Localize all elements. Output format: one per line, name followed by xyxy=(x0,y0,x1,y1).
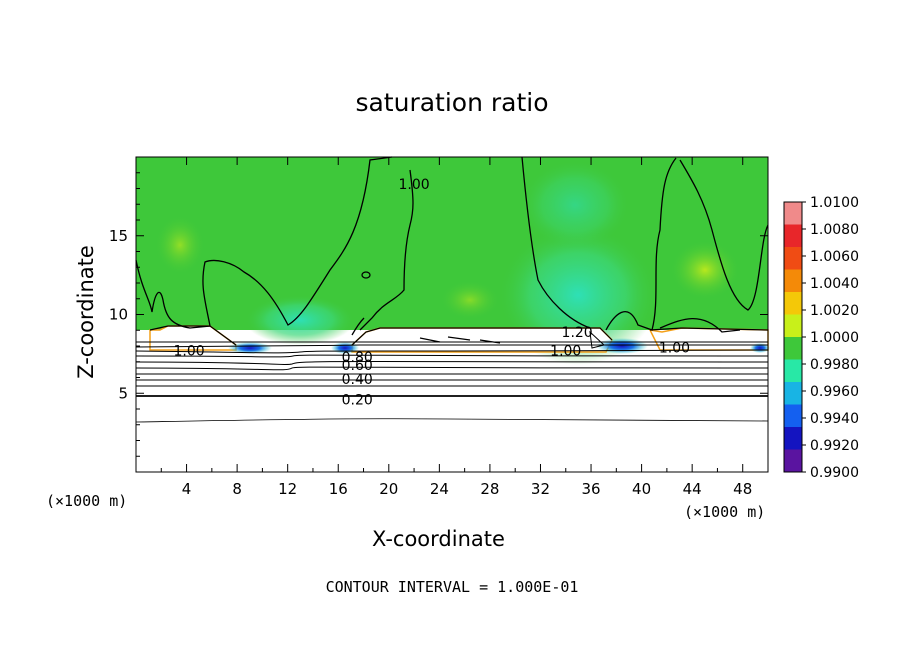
contour-label: 1.00 xyxy=(659,341,690,357)
contour-label: 0.80 xyxy=(342,350,373,366)
colorbar-label: 0.9940 xyxy=(810,411,859,427)
contour-label: 1.00 xyxy=(174,344,205,360)
colorbar-swatch xyxy=(784,247,802,270)
colorbar-swatch xyxy=(784,427,802,450)
x-unit-label-right: (×1000 m) xyxy=(684,503,766,521)
contour-ring-small xyxy=(361,271,371,279)
colorbar-swatch xyxy=(784,292,802,315)
y-tick-label: 5 xyxy=(118,384,128,402)
colorbar-swatch xyxy=(784,269,802,293)
colorbar-label: 1.0100 xyxy=(810,195,859,211)
contour-strat-5 xyxy=(135,361,769,366)
x-tick-label: 4 xyxy=(182,480,192,498)
contour-line-1.00-right-a xyxy=(521,156,591,329)
field-yellow-spot-3 xyxy=(440,280,500,320)
colorbar-swatch xyxy=(784,449,802,473)
field-lower-region xyxy=(136,330,768,472)
contour-1.20-loop xyxy=(589,330,606,349)
contour-label: 0.60 xyxy=(342,358,373,374)
contour-strat-3 xyxy=(135,349,769,354)
field-plume-left xyxy=(245,295,355,345)
colorbar-label: 1.0020 xyxy=(810,303,859,319)
field-yellow-spot-1 xyxy=(670,240,740,300)
field-blue-pocket-3 xyxy=(596,338,648,354)
contour-labels: 1.00 1.00 0.800.600.40 0.20 1.20 1.00 1.00 xyxy=(174,177,691,409)
x-tick-label: 24 xyxy=(430,480,449,498)
field-blue-pocket-1 xyxy=(228,342,272,354)
x-tick-label: 32 xyxy=(531,480,550,498)
contour-cloud-edge xyxy=(149,325,769,346)
colorbar-swatch xyxy=(784,202,802,225)
field-blue-pocket-4 xyxy=(750,343,770,353)
contour-label: 0.40 xyxy=(342,372,373,388)
x-tick-label: 8 xyxy=(232,480,242,498)
contour-lines xyxy=(135,156,769,423)
x-tick-label: 48 xyxy=(733,480,752,498)
y-axis-ticks: 5 10 15 xyxy=(109,172,768,457)
colorbar-swatch xyxy=(784,404,802,428)
colorbar: 1.0100 1.0080 1.0060 1.0040 1.0020 1.0000 0.99… xyxy=(783,195,859,481)
colorbar-label: 0.9980 xyxy=(810,357,859,373)
contour-interval-note: CONTOUR INTERVAL = 1.000E-01 xyxy=(325,578,579,596)
contour-label: 1.20 xyxy=(562,325,593,341)
contour-dashes xyxy=(419,336,501,344)
colorbar-label: 0.9920 xyxy=(810,438,859,454)
x-tick-label: 16 xyxy=(329,480,348,498)
contour-line-1.00-far-right xyxy=(679,159,769,311)
field-plume-top xyxy=(520,160,630,250)
contour-line-small-seg xyxy=(351,317,365,336)
x-tick-label: 20 xyxy=(379,480,398,498)
y-tick-label: 15 xyxy=(109,227,128,245)
x-axis-ticks: 4 8 12 16 20 24 28 32 36 40 44 48 xyxy=(160,157,752,498)
colorbar-label: 0.9960 xyxy=(810,384,859,400)
field-yellow-spot-2 xyxy=(155,215,205,275)
x-tick-label: 44 xyxy=(683,480,702,498)
contour-label: 0.20 xyxy=(342,393,373,409)
contour-label: 1.00 xyxy=(398,177,429,193)
x-tick-label: 36 xyxy=(581,480,600,498)
contour-line-1.00-mid xyxy=(359,169,414,331)
x-axis-label: X-coordinate xyxy=(372,527,505,551)
colorbar-label: 1.0040 xyxy=(810,276,859,292)
contour-line-1.00-left xyxy=(135,156,393,329)
x-tick-label: 40 xyxy=(632,480,651,498)
colorbar-swatch xyxy=(784,314,802,338)
chart-title: saturation ratio xyxy=(355,88,549,117)
contour-strat-4 xyxy=(135,354,769,358)
contour-strat-2 xyxy=(135,344,768,348)
colorbar-label: 0.9900 xyxy=(810,465,859,481)
contour-strat-6 xyxy=(135,366,769,371)
colorbar-swatch xyxy=(784,382,802,405)
x-unit-label-left: (×1000 m) xyxy=(46,492,128,510)
contour-line-1.00-right-b xyxy=(605,157,677,331)
heatmap-field xyxy=(136,157,770,472)
colorbar-swatch xyxy=(784,224,802,248)
contour-label: 1.00 xyxy=(550,344,581,360)
colorbar-label: 1.0080 xyxy=(810,222,859,238)
colorbar-label: 1.0060 xyxy=(810,249,859,265)
colorbar-label: 1.0000 xyxy=(810,330,859,346)
x-tick-label: 12 xyxy=(278,480,297,498)
x-tick-label: 28 xyxy=(480,480,499,498)
colorbar-swatch xyxy=(784,359,802,383)
colorbar-swatch xyxy=(784,337,802,360)
contour-line-cloud-right xyxy=(659,317,741,333)
y-tick-label: 10 xyxy=(109,306,128,324)
